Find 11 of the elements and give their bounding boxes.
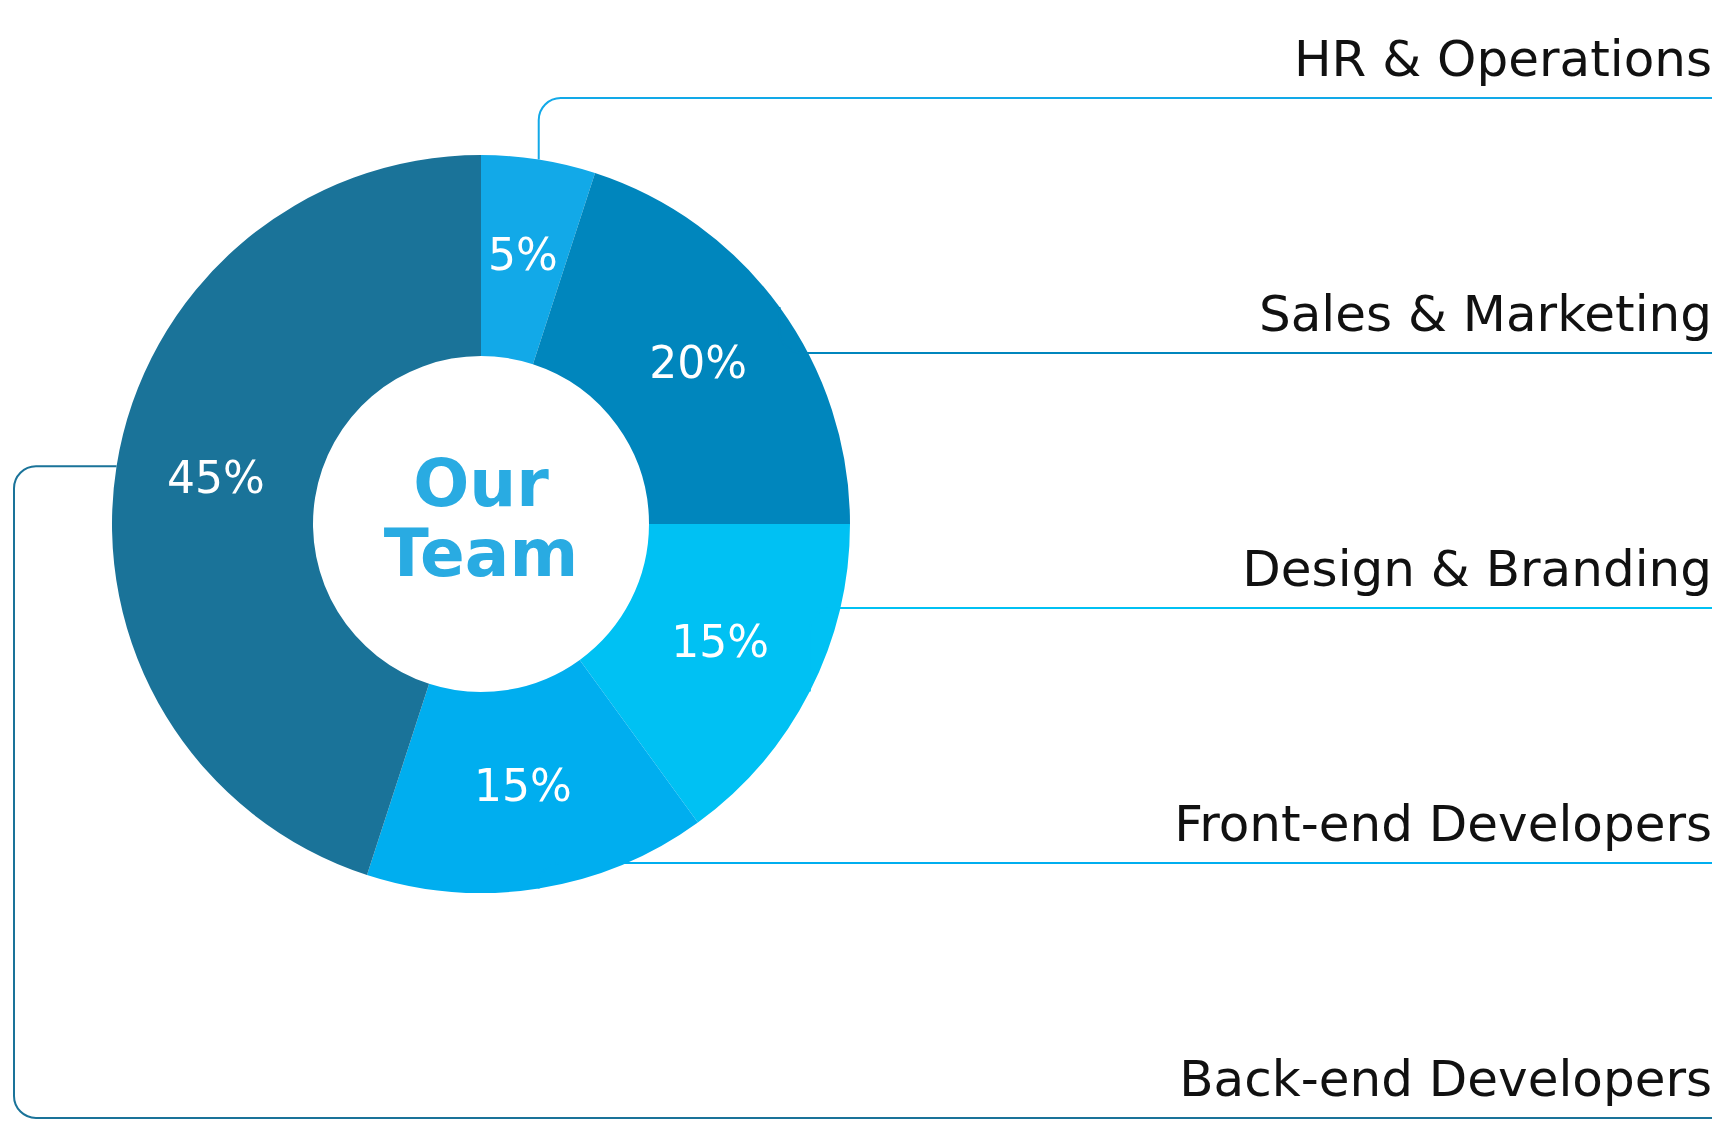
slice-label: Sales & Marketing — [1258, 285, 1712, 343]
slice-label: HR & Operations — [1294, 30, 1712, 88]
slice-label: Front-end Developers — [1174, 795, 1712, 853]
data-label: 20% — [649, 336, 748, 388]
data-label: 15% — [671, 616, 770, 668]
text: Our Team — [383, 445, 579, 593]
data-label: 15% — [474, 759, 572, 811]
slice-label: Design & Branding — [1242, 540, 1712, 598]
data-label: 45% — [166, 452, 265, 504]
data-label: 5% — [488, 229, 558, 281]
slice-label: Back-end Developers — [1179, 1050, 1712, 1108]
